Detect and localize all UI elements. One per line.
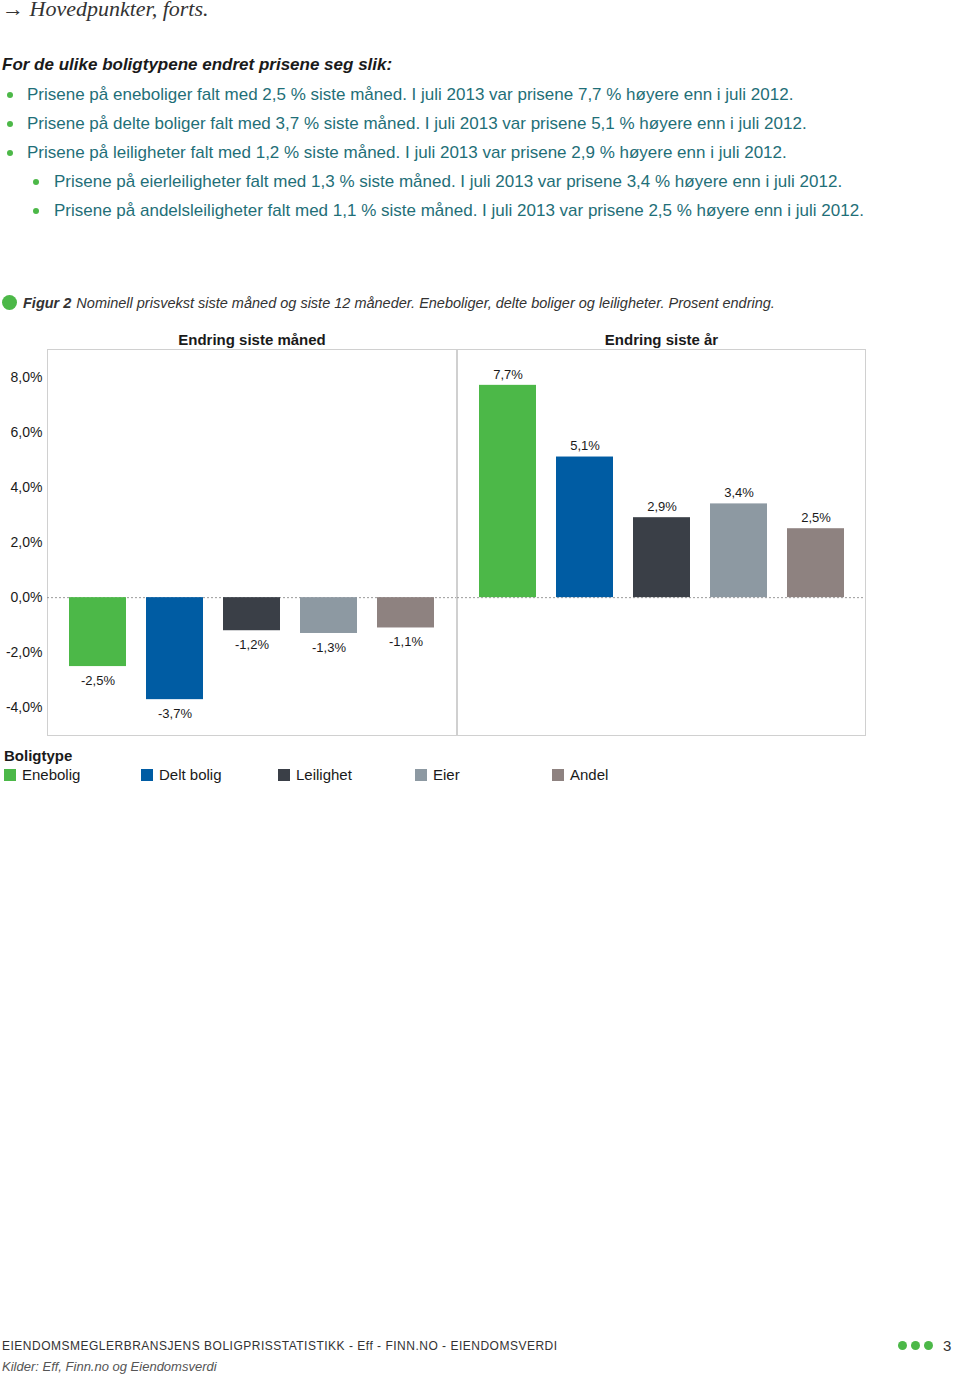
html-text:Kilder: Eff, Finn.no og Eiendo: Kilder: Eff, Finn.no og Eiendomsverdi [2,1359,217,1374]
html-text:EIENDOMSMEGLERBRANSJENS BOLIGP: EIENDOMSMEGLERBRANSJENS BOLIGPRISSTATIST… [2,1339,558,1353]
svg-text:-2,0%: -2,0% [6,644,43,660]
svg-text:2,9%: 2,9% [647,499,677,514]
html-text:Prisene på eierleiligheter fal: Prisene på eierleiligheter falt med 1,3 … [54,172,843,191]
html-text:Prisene på leiligheter falt me: Prisene på leiligheter falt med 1,2 % si… [27,143,787,162]
html-text:For de ulike boligtypene endre: For de ulike boligtypene endret prisene … [2,55,393,74]
html-text:3: 3 [943,1337,952,1354]
html-text:Figur 2 Nominell prisvekst sis: Figur 2 Nominell prisvekst siste måned o… [23,295,775,311]
svg-text:5,1%: 5,1% [570,438,600,453]
svg-text:-1,3%: -1,3% [312,640,346,655]
svg-text:0,0%: 0,0% [11,589,43,605]
html-text:Enebolig: Enebolig [22,766,81,783]
html-text:Endring siste år: Endring siste år [604,331,719,348]
svg-text:-4,0%: -4,0% [6,699,43,715]
svg-text:3,4%: 3,4% [724,485,754,500]
svg-text:-2,5%: -2,5% [81,673,115,688]
html-text:Prisene på andelsleiligheter f: Prisene på andelsleiligheter falt med 1,… [54,201,864,220]
html-text:Endring siste måned: Endring siste måned [178,331,326,348]
html-text:Prisene på delte boliger falt: Prisene på delte boliger falt med 3,7 % … [27,114,807,133]
html-text:Andel: Andel [570,766,609,783]
html-text:Boligtype: Boligtype [4,747,73,764]
svg-text:8,0%: 8,0% [11,369,43,385]
svg-text:-1,2%: -1,2% [235,637,269,652]
svg-text:7,7%: 7,7% [493,367,523,382]
svg-text:-1,1%: -1,1% [389,634,423,649]
html-text:Prisene på eneboliger falt med: Prisene på eneboliger falt med 2,5 % sis… [27,85,794,104]
svg-text:2,5%: 2,5% [801,510,831,525]
html-text:Eier: Eier [433,766,460,783]
svg-text:6,0%: 6,0% [11,424,43,440]
svg-text:4,0%: 4,0% [11,479,43,495]
html-text:Leilighet: Leilighet [296,766,352,783]
html-text:Delt bolig: Delt bolig [159,766,222,783]
svg-text:-3,7%: -3,7% [158,706,192,721]
svg-text:2,0%: 2,0% [11,534,43,550]
